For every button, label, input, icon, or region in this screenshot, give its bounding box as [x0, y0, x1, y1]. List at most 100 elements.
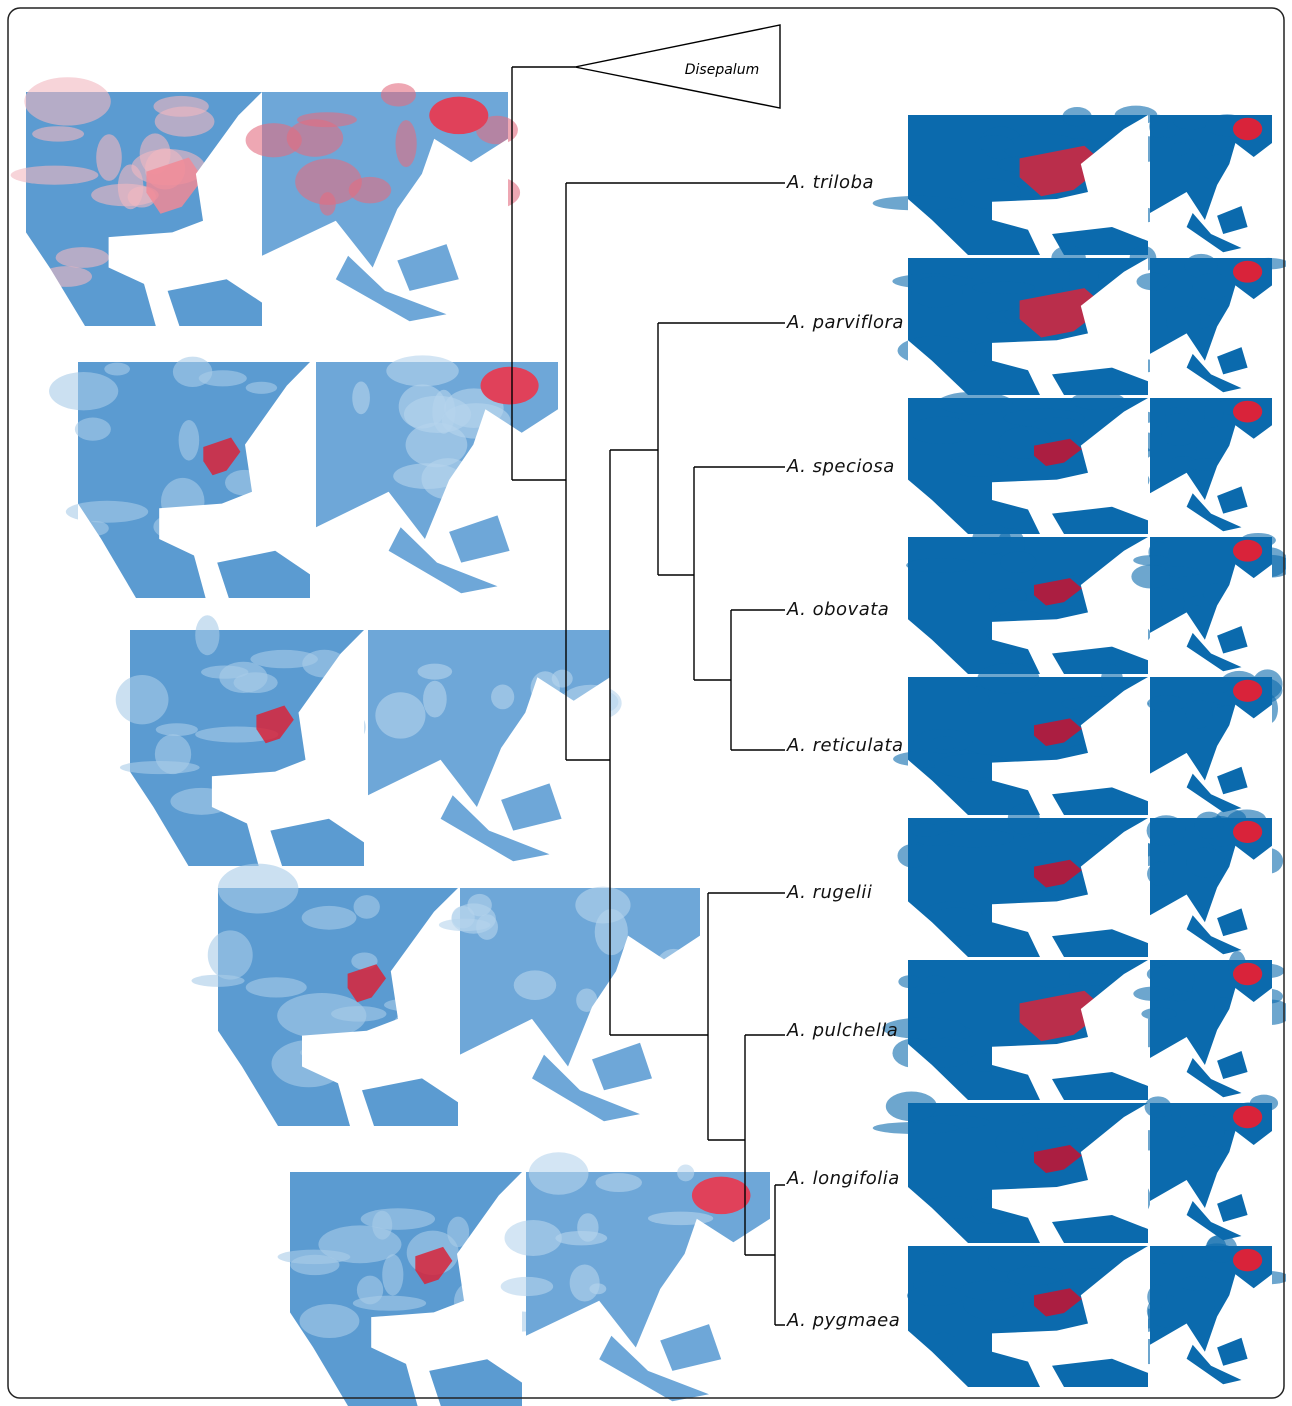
map-patch [1162, 588, 1185, 618]
map-patch [1173, 115, 1209, 129]
map-patch [1141, 1008, 1176, 1020]
map-patch [208, 930, 253, 979]
taxon-label: A. speciosa [786, 456, 895, 477]
map-panels [11, 77, 1292, 1406]
map-patch [56, 247, 109, 268]
map-patch [501, 1277, 553, 1296]
taxon-label: A. reticulata [786, 735, 904, 756]
map-patch [300, 1304, 360, 1338]
map-patch [1133, 987, 1173, 1001]
map-patch [921, 976, 950, 994]
map-suitability [481, 367, 539, 405]
map-patch [192, 975, 245, 987]
taxon-label: A. parviflora [786, 312, 904, 333]
taxon-label: A. pygmaea [786, 1310, 900, 1331]
map-patch [287, 119, 343, 157]
map-patch [552, 670, 573, 688]
map-patch [1166, 306, 1201, 337]
map-patch [931, 736, 959, 749]
map-patch [677, 1164, 694, 1181]
map-patch [1194, 812, 1224, 839]
map-patch [972, 524, 1011, 555]
map-patch [1186, 847, 1225, 877]
map-patch [948, 454, 1007, 477]
map-patch [995, 1131, 1023, 1153]
map-suitability [429, 97, 488, 134]
map-patch [964, 264, 992, 280]
map-patch [514, 970, 557, 1000]
map-patch [423, 681, 447, 718]
map-patch [404, 396, 471, 433]
map-patch [1206, 1234, 1237, 1262]
map-patch [319, 192, 335, 215]
map-patch [1008, 804, 1040, 834]
map-patch [195, 615, 219, 655]
map-patch [352, 382, 370, 415]
map-patch [491, 685, 514, 710]
map-patch [382, 1254, 403, 1295]
map-patch [246, 382, 277, 394]
map-patch [354, 895, 380, 919]
taxon-label: A. longifolia [786, 1168, 900, 1189]
map-suitability [1233, 680, 1262, 702]
map-patch [395, 120, 416, 167]
map-patch [1101, 664, 1123, 697]
map-patch [907, 1285, 964, 1305]
map-patch [911, 276, 962, 308]
map-patch [418, 664, 453, 680]
map-patch [897, 844, 927, 868]
map-suitability [1233, 1249, 1262, 1272]
map-patch [318, 1225, 401, 1263]
map-patch [1190, 679, 1232, 694]
map-patch [1131, 565, 1170, 589]
map-patch [155, 106, 215, 136]
map-patch [960, 1281, 1021, 1300]
map-patch [570, 1264, 600, 1301]
map-patch [1062, 107, 1091, 126]
map-patch [386, 355, 458, 386]
map-suitability [1233, 1106, 1262, 1128]
map-patch [375, 692, 425, 738]
map-patch [96, 134, 122, 181]
map-patch [1071, 391, 1125, 409]
map-patch [116, 675, 169, 724]
map-suitability [1233, 401, 1262, 423]
map-patch [1147, 815, 1186, 846]
map-patch [976, 135, 1013, 151]
map-patch [381, 83, 416, 106]
map-patch [938, 392, 1013, 415]
taxon-label: A. rugelii [786, 882, 872, 903]
map-patch [1187, 1146, 1215, 1161]
map-patch [120, 761, 200, 774]
map-patch [873, 1122, 959, 1134]
map-patch [589, 1283, 606, 1294]
map-patch [910, 824, 943, 837]
map-patch [1145, 1096, 1172, 1117]
map-patch [1051, 246, 1086, 272]
taxon-label: A. triloba [786, 172, 874, 193]
map-suitability [1233, 821, 1262, 843]
map-patch [1171, 142, 1189, 155]
map-patch [1133, 555, 1169, 565]
map-patch [1137, 273, 1170, 290]
map-patch [156, 723, 198, 736]
map-patch [476, 914, 498, 940]
taxon-label: A. pulchella [786, 1020, 898, 1041]
map-patch [898, 975, 921, 988]
map-patch [1000, 552, 1036, 573]
map-patch [1019, 832, 1110, 854]
map-patch [179, 420, 200, 461]
figure: Disepalum A. triloba A. parviflora A. sp… [0, 0, 1292, 1406]
map-patch [1166, 413, 1188, 430]
map-patch [49, 372, 118, 410]
map-patch [577, 1213, 598, 1242]
map-patch [529, 1152, 589, 1195]
map-patch [246, 977, 307, 997]
map-suitability [1233, 963, 1262, 985]
map-patch [886, 1092, 937, 1122]
taxon-label: A. obovata [786, 599, 889, 620]
map-patch [596, 1173, 642, 1192]
map-patch [1179, 1276, 1213, 1290]
map-patch [32, 126, 84, 141]
map-suitability [1233, 118, 1262, 140]
